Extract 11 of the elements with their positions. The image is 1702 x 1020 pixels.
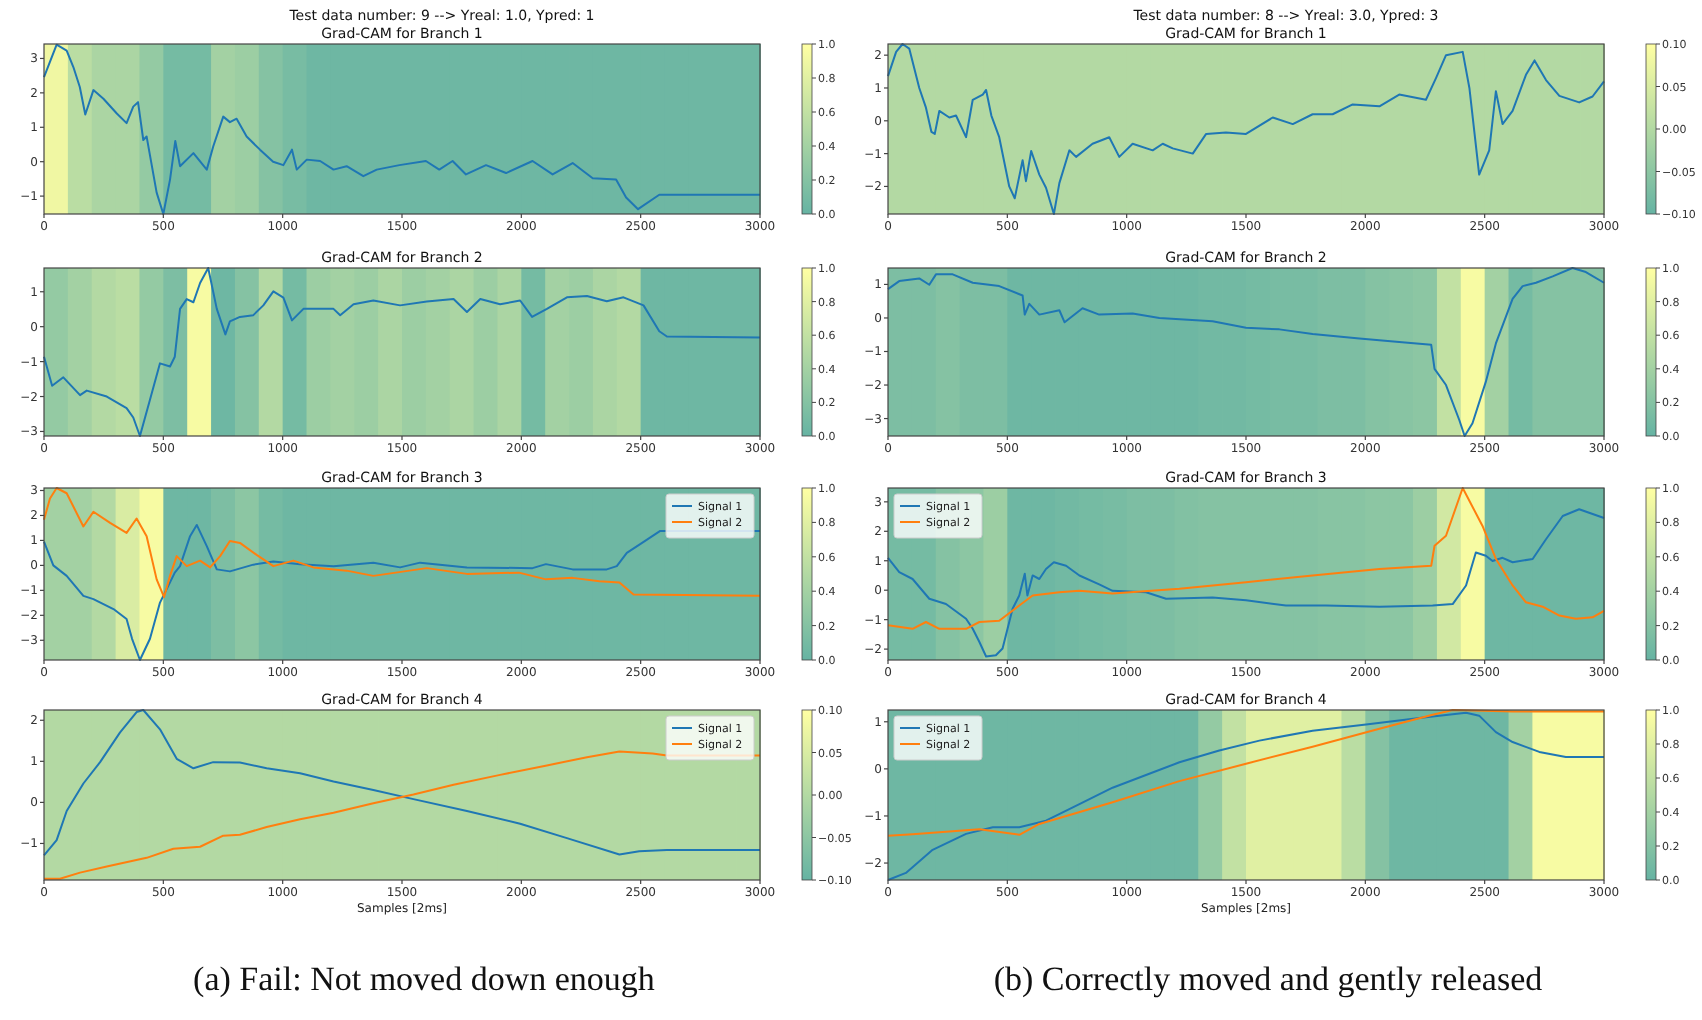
line-series — [887, 267, 1605, 437]
text: (b) Correctly moved and gently released — [993, 960, 1544, 998]
line-series — [887, 709, 1605, 837]
line-series — [43, 487, 761, 599]
line-series — [43, 267, 761, 437]
line-series — [43, 709, 761, 857]
line-series — [887, 487, 1605, 630]
line-series — [43, 43, 761, 215]
line-series — [887, 711, 1605, 881]
line-series — [887, 43, 1605, 215]
text: (a) Fail: Not moved down enough — [193, 960, 656, 998]
